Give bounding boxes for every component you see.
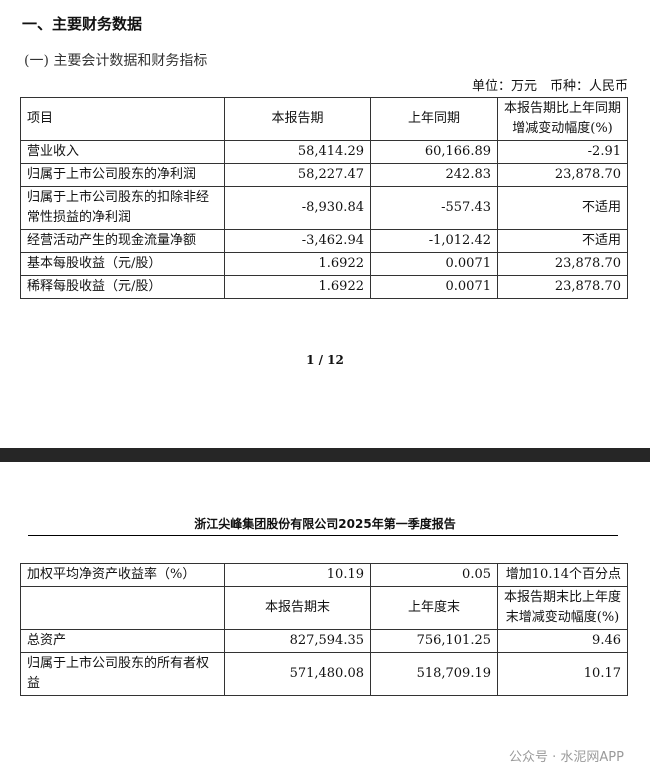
row-label: 基本每股收益（元/股）	[20, 252, 225, 276]
row-label: 归属于上市公司股东的扣除非经常性损益的净利润	[20, 186, 225, 230]
cell-value: 1.6922	[224, 275, 371, 299]
header-rule	[28, 535, 618, 536]
cell-value: -3,462.94	[224, 229, 371, 253]
cell-value: 60,166.89	[370, 140, 498, 164]
cell-value: 242.83	[370, 163, 498, 187]
financial-data-table: 项目 本报告期 上年同期 本报告期比上年同期增减变动幅度(%) 营业收入 58,4…	[20, 97, 628, 299]
table-row: 归属于上市公司股东的所有者权益 571,480.08 518,709.19 10.17	[20, 652, 628, 696]
table-row: 加权平均净资产收益率（%） 10.19 0.05 增加10.14个百分点	[20, 563, 628, 587]
table-row: 营业收入 58,414.29 60,166.89 -2.91	[20, 140, 628, 164]
cell-value: 23,878.70	[497, 275, 628, 299]
cell-value: 不适用	[497, 186, 628, 230]
table-row: 归属于上市公司股东的净利润 58,227.47 242.83 23,878.70	[20, 163, 628, 187]
cell-value: 0.0071	[370, 252, 498, 276]
cell-value: -557.43	[370, 186, 498, 230]
header-cell: 本报告期末	[224, 586, 371, 630]
row-label: 归属于上市公司股东的所有者权益	[20, 652, 225, 696]
cell-value: 571,480.08	[224, 652, 371, 696]
row-label: 稀释每股收益（元/股）	[20, 275, 225, 299]
header-cell: 上年度末	[370, 586, 498, 630]
cell-value: 增加10.14个百分点	[497, 563, 628, 587]
table-row: 总资产 827,594.35 756,101.25 9.46	[20, 629, 628, 653]
table-header-row: 项目 本报告期 上年同期 本报告期比上年同期增减变动幅度(%)	[20, 97, 628, 141]
cell-value: 9.46	[497, 629, 628, 653]
row-label: 总资产	[20, 629, 225, 653]
row-label: 经营活动产生的现金流量净额	[20, 229, 225, 253]
header-cell: 上年同期	[370, 97, 498, 141]
table-row: 经营活动产生的现金流量净额 -3,462.94 -1,012.42 不适用	[20, 229, 628, 253]
report-title: 浙江尖峰集团股份有限公司2025年第一季度报告	[194, 517, 456, 531]
cell-value: 1.6922	[224, 252, 371, 276]
row-label: 加权平均净资产收益率（%）	[20, 563, 225, 587]
cell-value: 58,227.47	[224, 163, 371, 187]
header-cell: 本报告期	[224, 97, 371, 141]
cell-value: 58,414.29	[224, 140, 371, 164]
cell-value: 10.19	[224, 563, 371, 587]
table-header-row: 本报告期末 上年度末 本报告期末比上年度末增减变动幅度(%)	[20, 586, 628, 630]
page-indicator: 1 / 12	[306, 353, 344, 367]
cell-value: 0.0071	[370, 275, 498, 299]
table-row: 归属于上市公司股东的扣除非经常性损益的净利润 -8,930.84 -557.43 不适…	[20, 186, 628, 230]
page-separator	[0, 448, 650, 462]
cell-value: -8,930.84	[224, 186, 371, 230]
cell-value: 23,878.70	[497, 252, 628, 276]
subsection-title: (一) 主要会计数据和财务指标	[24, 53, 208, 69]
table-row: 基本每股收益（元/股） 1.6922 0.0071 23,878.70	[20, 252, 628, 276]
cell-value: -1,012.42	[370, 229, 498, 253]
cell-value: -2.91	[497, 140, 628, 164]
unit-note: 单位：万元 币种：人民币	[471, 79, 628, 94]
cell-value: 0.05	[370, 563, 498, 587]
header-cell: 本报告期比上年同期增减变动幅度(%)	[497, 97, 628, 141]
row-label: 营业收入	[20, 140, 225, 164]
cell-value: 827,594.35	[224, 629, 371, 653]
cell-value: 756,101.25	[370, 629, 498, 653]
cell-value: 10.17	[497, 652, 628, 696]
cell-value: 23,878.70	[497, 163, 628, 187]
header-cell: 本报告期末比上年度末增减变动幅度(%)	[497, 586, 628, 630]
row-label: 归属于上市公司股东的净利润	[20, 163, 225, 187]
watermark: 公众号 · 水泥网APP	[509, 750, 624, 765]
header-cell: 项目	[20, 97, 225, 141]
balance-data-table: 加权平均净资产收益率（%） 10.19 0.05 增加10.14个百分点 本报告…	[20, 563, 628, 696]
table-row: 稀释每股收益（元/股） 1.6922 0.0071 23,878.70	[20, 275, 628, 299]
section-title: 一、主要财务数据	[22, 15, 143, 33]
cell-value: 不适用	[497, 229, 628, 253]
cell-value: 518,709.19	[370, 652, 498, 696]
header-cell	[20, 586, 225, 630]
